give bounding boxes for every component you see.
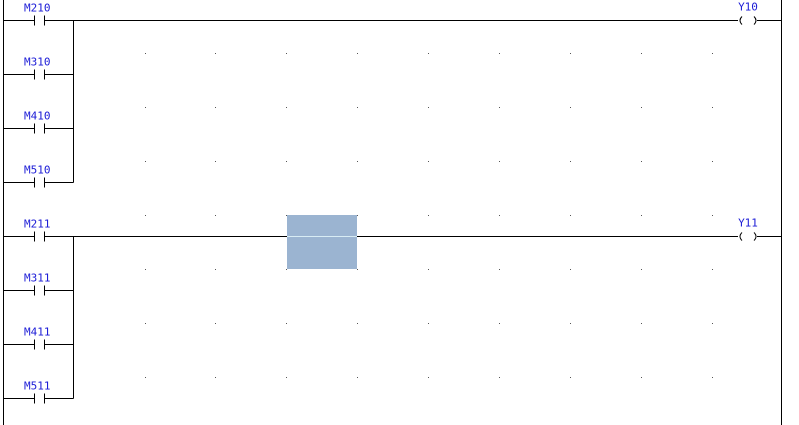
grid-dot	[357, 269, 358, 270]
grid-dot	[499, 269, 500, 270]
grid-dot	[357, 161, 358, 162]
grid-dot	[145, 53, 146, 54]
grid-dot	[428, 53, 429, 54]
contact: M411	[3, 326, 74, 350]
contact: M511	[3, 380, 74, 404]
coil-right	[753, 232, 757, 241]
grid-dot	[641, 161, 642, 162]
grid-dot	[145, 377, 146, 378]
grid-dot	[286, 215, 287, 216]
grid-dot	[641, 215, 642, 216]
contact: M210	[3, 2, 74, 26]
grid-dot	[215, 107, 216, 108]
contact-label: M411	[24, 326, 51, 339]
cursor	[287, 215, 357, 269]
contact-label: M211	[24, 218, 51, 231]
contact-label: M311	[24, 272, 51, 285]
grid-dot	[570, 215, 571, 216]
grid-dot	[145, 107, 146, 108]
grid-dot	[357, 107, 358, 108]
grid-dot	[357, 323, 358, 324]
contact-label: M410	[24, 110, 51, 123]
grid-dot	[286, 107, 287, 108]
grid-dot	[641, 269, 642, 270]
grid-dot	[641, 53, 642, 54]
rung: M211 M311 M411 M511 Y11	[3, 217, 782, 404]
grid-dot	[570, 53, 571, 54]
contact: M211	[3, 218, 74, 242]
grid-dot	[499, 377, 500, 378]
grid-dot	[499, 215, 500, 216]
coil-right	[753, 16, 757, 25]
grid-dot	[145, 269, 146, 270]
grid-dot	[428, 215, 429, 216]
grid-dot	[215, 161, 216, 162]
rung: M210 M310 M410 M510 Y10	[3, 1, 782, 188]
grid-dot	[570, 269, 571, 270]
grid-dot	[428, 377, 429, 378]
grid-dot	[286, 323, 287, 324]
contact: M410	[3, 110, 74, 134]
grid-dot	[286, 53, 287, 54]
grid-dot	[286, 161, 287, 162]
grid-dot	[215, 377, 216, 378]
grid-dot	[215, 269, 216, 270]
selection-cursor	[287, 215, 357, 269]
grid-dot	[215, 323, 216, 324]
contact: M310	[3, 56, 74, 80]
grid-dot	[712, 161, 713, 162]
grid-dot	[145, 215, 146, 216]
grid-dot	[712, 377, 713, 378]
coil-left	[739, 232, 743, 241]
grid-dot	[428, 323, 429, 324]
grid-dot	[499, 161, 500, 162]
contact: M311	[3, 272, 74, 296]
grid-dot	[570, 161, 571, 162]
grid-dots	[145, 53, 713, 378]
grid-dot	[145, 161, 146, 162]
grid-dot	[286, 269, 287, 270]
grid-dot	[357, 377, 358, 378]
grid-dot	[499, 107, 500, 108]
coil-left	[739, 16, 743, 25]
grid-dot	[570, 107, 571, 108]
contact-label: M310	[24, 56, 51, 69]
contact-label: M210	[24, 2, 51, 15]
grid-dot	[641, 323, 642, 324]
grid-dot	[712, 215, 713, 216]
grid-dot	[428, 107, 429, 108]
rungs: M210 M310 M410 M510 Y10 M211 M311 M411 M511 Y11	[3, 1, 782, 404]
grid-dot	[712, 323, 713, 324]
grid-dot	[499, 53, 500, 54]
grid-dot	[357, 53, 358, 54]
grid-dot	[215, 215, 216, 216]
coil-label: Y11	[738, 217, 758, 230]
grid-dot	[712, 269, 713, 270]
coil: Y11	[738, 217, 782, 241]
contact-label: M510	[24, 164, 51, 177]
coil-label: Y10	[738, 1, 758, 14]
grid-dot	[570, 323, 571, 324]
grid-dot	[712, 107, 713, 108]
contact-label: M511	[24, 380, 51, 393]
coil: Y10	[738, 1, 782, 25]
grid-dot	[641, 107, 642, 108]
grid-dot	[570, 377, 571, 378]
grid-dot	[357, 215, 358, 216]
grid-dot	[641, 377, 642, 378]
grid-dot	[215, 53, 216, 54]
grid-dot	[145, 323, 146, 324]
grid-dot	[428, 269, 429, 270]
grid-dot	[286, 377, 287, 378]
grid-dot	[499, 323, 500, 324]
grid-dot	[428, 161, 429, 162]
contact: M510	[3, 164, 74, 188]
grid-dot	[712, 53, 713, 54]
